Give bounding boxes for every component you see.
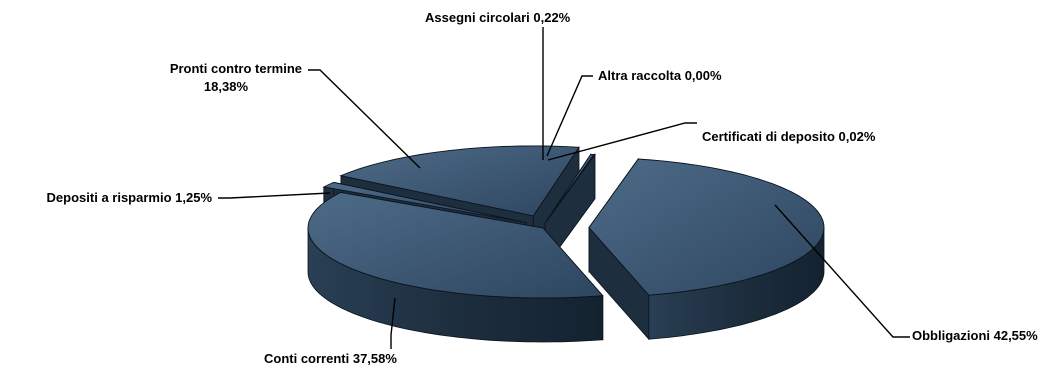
pie-slices bbox=[307, 145, 825, 343]
leader-certificati bbox=[547, 122, 697, 161]
slice-obbligazioni bbox=[588, 157, 825, 341]
leader-obbligazioni bbox=[774, 204, 910, 338]
slice-labels: Assegni circolari 0,22% Altra raccolta 0… bbox=[47, 10, 1039, 366]
leader-altra bbox=[546, 75, 593, 157]
label-conti-correnti: Conti correnti 37,58% bbox=[264, 351, 397, 366]
label-assegni-circolari: Assegni circolari 0,22% bbox=[425, 10, 571, 25]
label-altra-raccolta: Altra raccolta 0,00% bbox=[598, 68, 722, 83]
label-certificati-di-deposito: Certificati di deposito 0,02% bbox=[702, 129, 876, 144]
slice-top-obbligazioni bbox=[588, 158, 825, 296]
label-obbligazioni: Obbligazioni 42,55% bbox=[912, 328, 1038, 343]
slice-certificati-di-deposito bbox=[544, 153, 596, 269]
leader-conti bbox=[390, 297, 396, 349]
label-depositi-a-risparmio: Depositi a risparmio 1,25% bbox=[47, 190, 213, 205]
label-pronti-contro-termine-value: 18,38% bbox=[204, 79, 249, 94]
slice-top-pronti-contro-termine bbox=[339, 145, 580, 217]
leader-depositi bbox=[218, 192, 331, 199]
slice-top-certificati-di-deposito bbox=[544, 154, 596, 224]
leader-pronti bbox=[308, 69, 421, 169]
slice-top-depositi-a-risparmio bbox=[322, 181, 527, 224]
slice-top-conti-correnti bbox=[307, 191, 604, 299]
slice-conti-correnti bbox=[307, 191, 604, 343]
label-pronti-contro-termine-name: Pronti contro termine bbox=[170, 61, 302, 76]
leader-lines bbox=[218, 27, 910, 349]
